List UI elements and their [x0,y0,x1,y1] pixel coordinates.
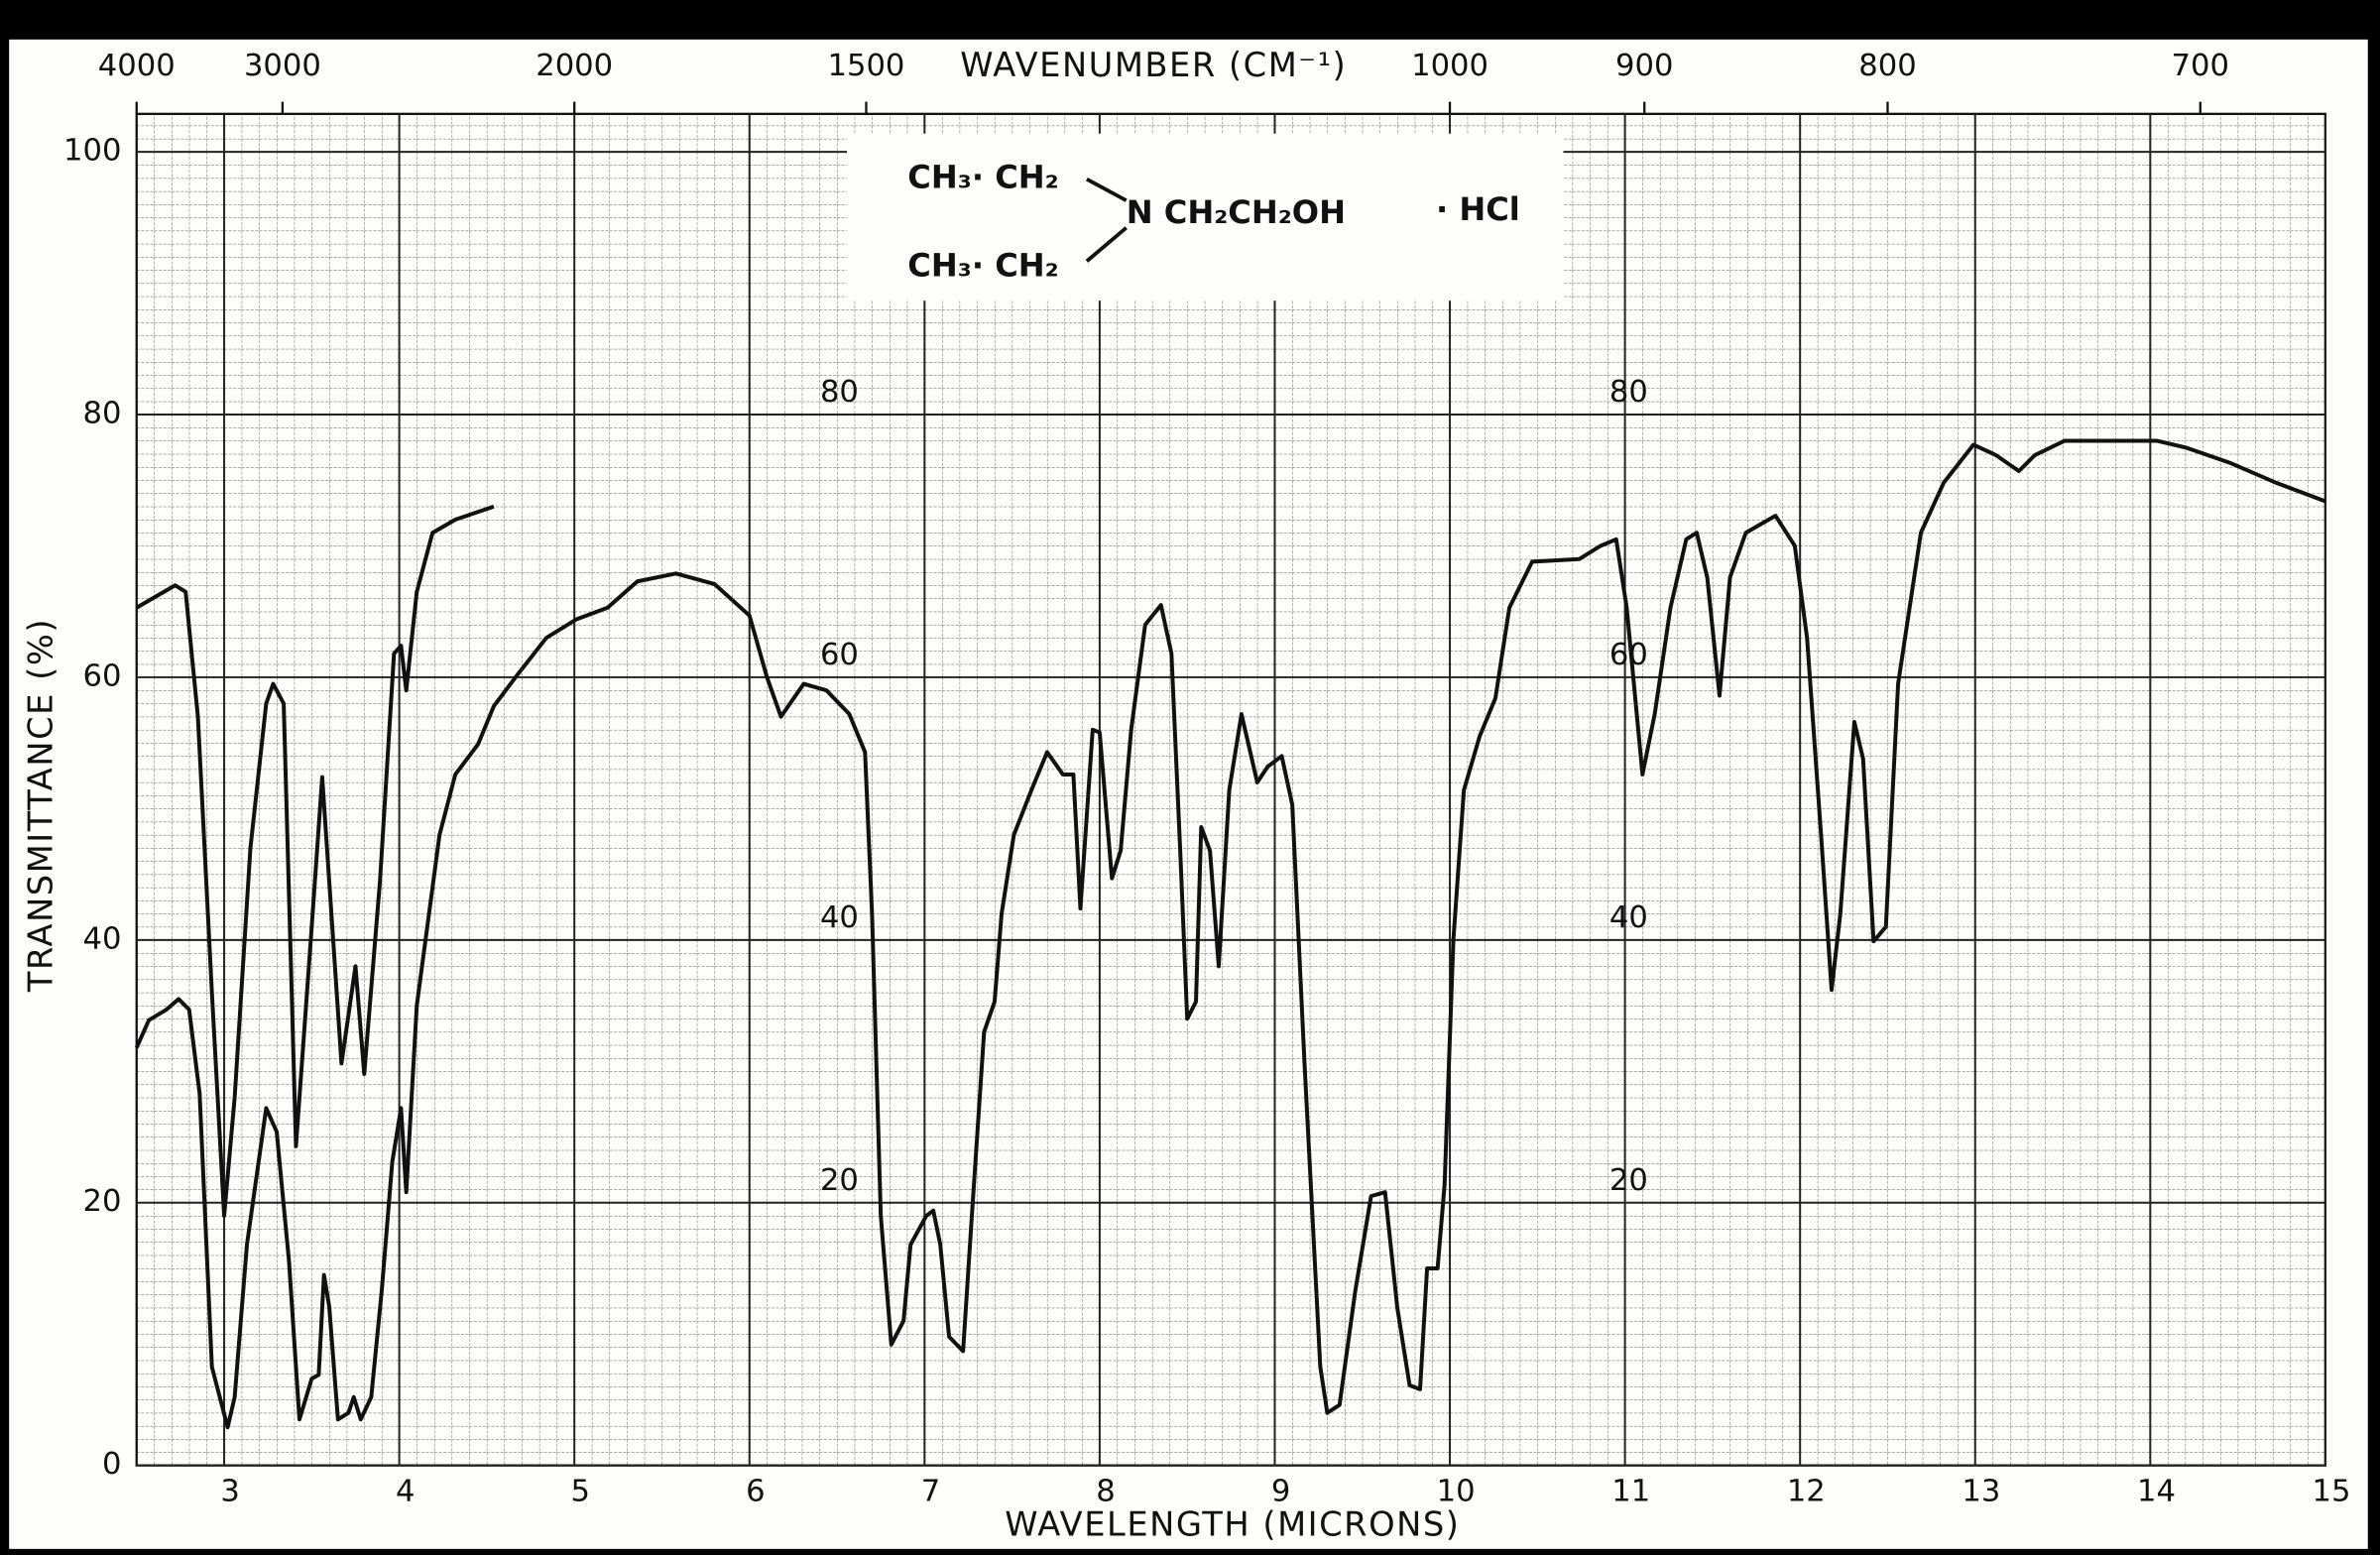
paper-label: 20 [1609,1163,1648,1198]
paper-label: 40 [820,900,859,935]
top-tick-label: 800 [1858,49,1916,83]
y-tick-label: 40 [83,921,122,956]
y-tick-label: 100 [63,134,121,169]
top-tick-label: 2000 [536,49,613,83]
y-tick-label: 0 [102,1447,121,1482]
paper-label: 60 [820,638,859,672]
top-axis-title: WAVENUMBER (CM⁻¹) [960,46,1347,84]
x-axis-title: WAVELENGTH (MICRONS) [1005,1504,1460,1543]
paper-label: 20 [820,1163,859,1198]
formula-text: CH₃· CH₂ [907,159,1058,196]
y-tick-label: 60 [83,658,122,693]
x-tick-label: 11 [1611,1475,1650,1509]
spectrum-line [135,504,495,1218]
formula-box: CH₃· CH₂ CH₃· CH₂ N CH₂CH₂OH · HCl [847,133,1564,301]
formula-text: CH₃· CH₂ [907,246,1058,284]
formula-text: · HCl [1436,190,1520,228]
x-tick-label: 7 [921,1475,940,1509]
bond-lines [1085,178,1128,263]
paper-label: 80 [820,375,859,410]
top-tick-label: 4000 [98,49,176,83]
x-tick-label: 5 [571,1475,590,1509]
top-tick-label: 1000 [1411,49,1488,83]
top-tick-label: 3000 [244,49,321,83]
x-tick-label: 3 [220,1475,239,1509]
formula-background [847,133,1564,301]
x-tick-label: 9 [1271,1475,1290,1509]
top-tick-label: 700 [2172,49,2229,83]
y-tick-label: 20 [83,1184,122,1219]
x-tick-label: 15 [2313,1475,2351,1509]
top-tick-label: 1500 [828,49,905,83]
spectrum-line [134,438,2326,1430]
x-tick-label: 13 [1962,1475,2000,1509]
top-tick-label: 900 [1615,49,1673,83]
x-tick-label: 14 [2137,1475,2176,1509]
paper-label: 40 [1609,900,1648,935]
y-tick-label: 80 [83,397,122,431]
formula-text: N CH₂CH₂OH [1127,193,1346,231]
x-tick-label: 8 [1096,1475,1115,1509]
y-axis-title: TRANSMITTANCE (%) [21,618,60,993]
x-tick-label: 6 [746,1475,765,1509]
x-tick-label: 4 [396,1475,415,1509]
paper-label: 80 [1609,375,1648,410]
x-tick-label: 12 [1787,1475,1826,1509]
x-tick-label: 10 [1437,1475,1476,1509]
